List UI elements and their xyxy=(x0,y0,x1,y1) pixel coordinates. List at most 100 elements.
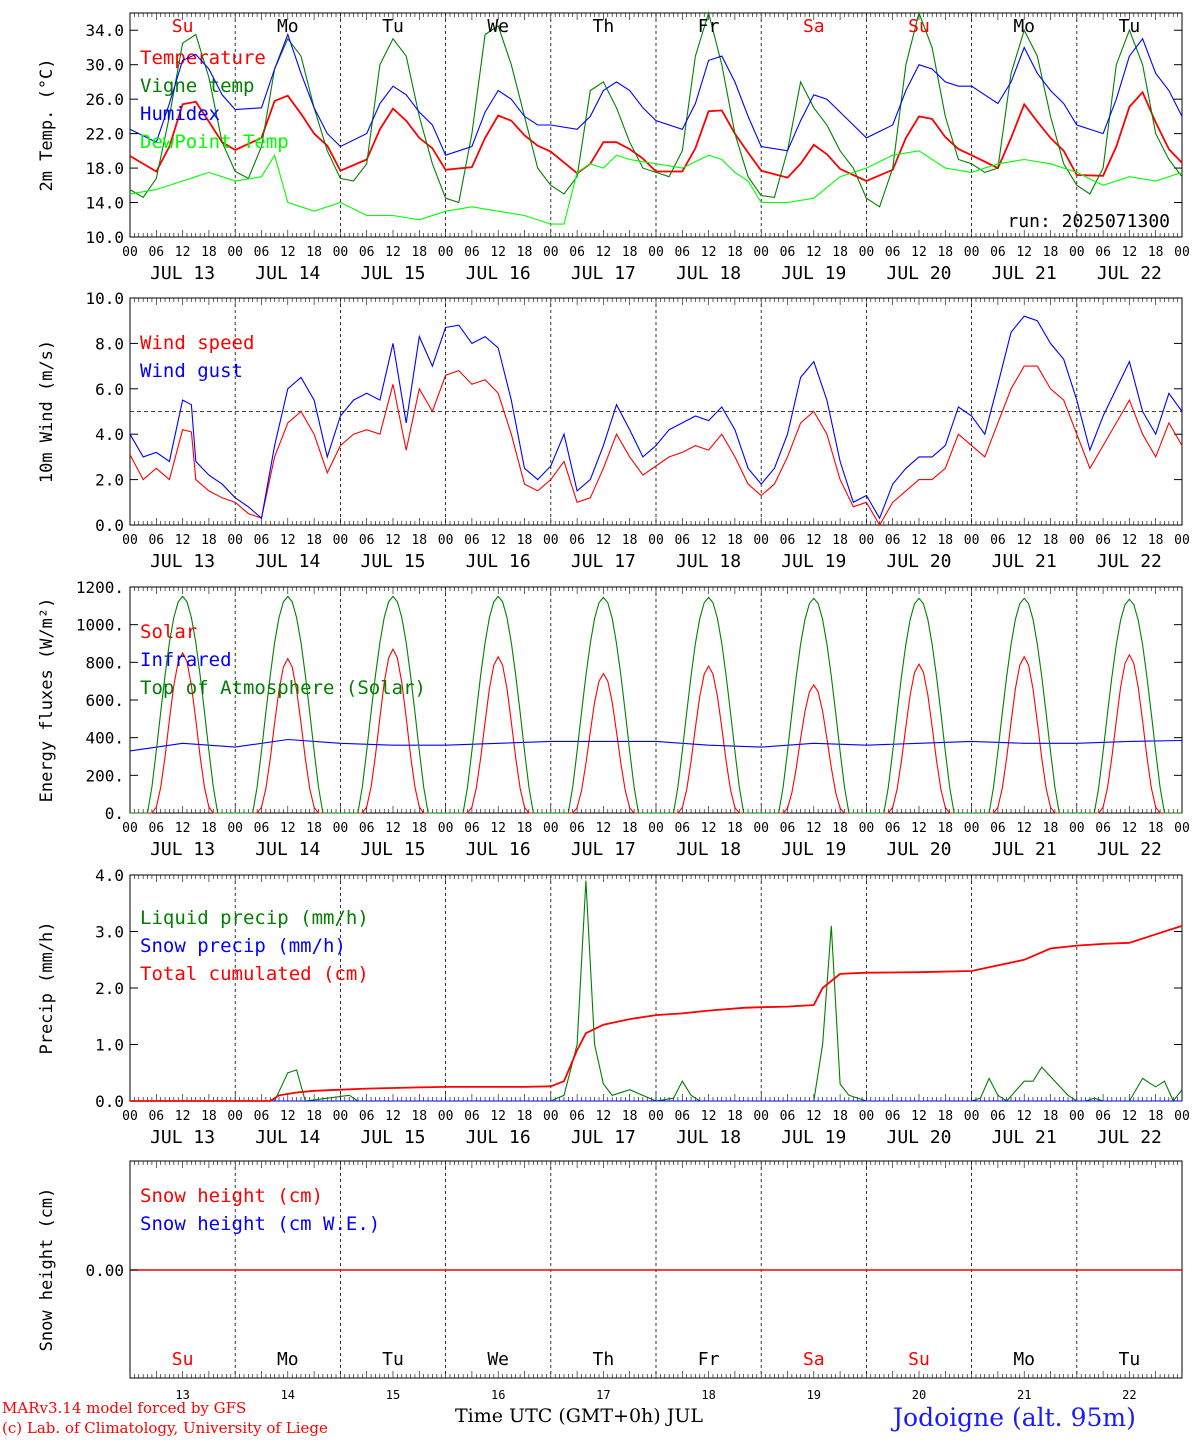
lab-credit-line: (c) Lab. of Climatology, University of L… xyxy=(2,1419,328,1437)
day-of-week-label: Th xyxy=(593,16,615,37)
x-date-label: JUL 16 xyxy=(466,551,531,572)
x-date-label: JUL 20 xyxy=(886,263,951,284)
y-tick-label: 4.0 xyxy=(95,866,124,885)
y-axis-label: Precip (mm/h) xyxy=(37,921,57,1054)
legend-entry: Snow height (cm W.E.) xyxy=(140,1213,380,1235)
x-hour-label: 06 xyxy=(990,245,1006,260)
x-hour-label: 12 xyxy=(280,1109,296,1124)
day-of-week-label: Mo xyxy=(277,16,299,37)
x-hour-label: 06 xyxy=(780,533,796,548)
x-hour-label: 06 xyxy=(1095,533,1111,548)
x-date-label: JUL 20 xyxy=(886,1127,951,1148)
x-date-label: JUL 13 xyxy=(150,839,215,860)
y-tick-label: 0.0 xyxy=(95,516,124,535)
x-hour-label: 18 xyxy=(1148,821,1164,836)
x-hour-label: 06 xyxy=(254,821,270,836)
x-date-label: JUL 19 xyxy=(781,839,846,860)
x-hour-label: 06 xyxy=(990,1109,1006,1124)
x-date-label: JUL 20 xyxy=(886,839,951,860)
x-hour-label: 18 xyxy=(411,821,427,836)
x-hour-label: 00 xyxy=(964,533,980,548)
x-hour-label: 12 xyxy=(1122,245,1138,260)
x-hour-label: 18 xyxy=(411,533,427,548)
legend-entry: Top of Atmosphere (Solar) xyxy=(140,677,426,699)
x-hour-label: 18 xyxy=(1043,821,1059,836)
x-hour-label: 12 xyxy=(385,1109,401,1124)
x-hour-label: 12 xyxy=(175,821,191,836)
day-of-week-label: Fr xyxy=(698,16,720,37)
x-date-label: JUL 17 xyxy=(571,263,636,284)
x-hour-label: 18 xyxy=(832,821,848,836)
x-hour-label: 06 xyxy=(464,821,480,836)
x-hour-label: 18 xyxy=(832,1109,848,1124)
day-of-week-label: We xyxy=(487,16,509,37)
x-date-label: JUL 17 xyxy=(571,551,636,572)
x-hour-label: 12 xyxy=(1016,821,1032,836)
x-hour-label: 18 xyxy=(306,821,322,836)
series-line-0 xyxy=(129,90,1183,182)
time-axis-label: Time UTC (GMT+0h) JUL xyxy=(455,1405,703,1427)
x-date-label: JUL 21 xyxy=(992,263,1057,284)
legend-entry: Solar xyxy=(140,621,197,643)
x-hour-label: 18 xyxy=(306,1109,322,1124)
x-hour-label: 12 xyxy=(596,245,612,260)
x-date-label: JUL 13 xyxy=(150,551,215,572)
x-hour-label: 12 xyxy=(175,245,191,260)
x-hour-label: 18 xyxy=(622,533,638,548)
x-date-label: JUL 14 xyxy=(255,1127,320,1148)
y-tick-label: 22.0 xyxy=(85,125,124,144)
y-tick-label: 0.00 xyxy=(85,1261,124,1280)
x-hour-label: 06 xyxy=(780,245,796,260)
x-hour-label: 12 xyxy=(806,821,822,836)
x-date-label: JUL 21 xyxy=(992,1127,1057,1148)
x-hour-label: 06 xyxy=(148,533,164,548)
y-tick-label: 200. xyxy=(85,766,124,785)
x-hour-label: 12 xyxy=(1122,821,1138,836)
series-line-3 xyxy=(129,150,1183,225)
x-hour-label: 06 xyxy=(1095,1109,1111,1124)
x-hour-label: 12 xyxy=(1016,533,1032,548)
x-hour-label: 12 xyxy=(701,245,717,260)
series-line-1 xyxy=(129,738,1183,752)
x-hour-label: 00 xyxy=(859,1109,875,1124)
x-hour-label: 12 xyxy=(280,533,296,548)
day-of-week-label: Th xyxy=(593,1349,615,1370)
x-date-label: JUL 20 xyxy=(886,551,951,572)
x-hour-label: 00 xyxy=(438,245,454,260)
x-hour-label: 06 xyxy=(885,245,901,260)
panel-energy: 0. 200. 400. 600. 800. 1000. 1200. Energy fluxe… xyxy=(37,578,1190,860)
x-hour-label: 12 xyxy=(280,245,296,260)
x-hour-label: 00 xyxy=(227,533,243,548)
series-line-2 xyxy=(130,925,1183,1102)
x-hour-label: 00 xyxy=(859,245,875,260)
x-date-label: JUL 22 xyxy=(1097,551,1162,572)
x-hour-label: 00 xyxy=(543,821,559,836)
x-hour-label: 12 xyxy=(1122,1109,1138,1124)
x-hour-label: 18 xyxy=(1043,533,1059,548)
x-hour-label: 12 xyxy=(175,1109,191,1124)
series-line-1 xyxy=(129,10,1183,208)
x-hour-label: 00 xyxy=(1174,245,1190,260)
legend-entry: Snow height (cm) xyxy=(140,1185,323,1207)
x-hour-label: 18 xyxy=(517,533,533,548)
x-hour-label: 12 xyxy=(385,821,401,836)
day-of-week-label: Tu xyxy=(382,16,404,37)
day-of-week-label: Su xyxy=(908,1349,930,1370)
run-annotation: run: 2025071300 xyxy=(1007,211,1170,232)
date-number-label: 21 xyxy=(1017,1388,1031,1402)
x-date-label: JUL 16 xyxy=(466,839,531,860)
y-tick-label: 30.0 xyxy=(85,56,124,75)
legend-entry: Vigne temp xyxy=(140,75,254,97)
x-hour-label: 12 xyxy=(806,1109,822,1124)
model-credit-line: MARv3.14 model forced by GFS xyxy=(2,1399,247,1417)
x-hour-label: 06 xyxy=(569,245,585,260)
x-date-label: JUL 14 xyxy=(255,551,320,572)
x-hour-label: 12 xyxy=(911,821,927,836)
x-hour-label: 00 xyxy=(964,1109,980,1124)
x-hour-label: 18 xyxy=(622,821,638,836)
legend-entry: Total cumulated (cm) xyxy=(140,963,369,985)
x-hour-label: 12 xyxy=(1122,533,1138,548)
x-hour-label: 18 xyxy=(306,533,322,548)
x-hour-label: 00 xyxy=(543,533,559,548)
x-hour-label: 00 xyxy=(1069,821,1085,836)
